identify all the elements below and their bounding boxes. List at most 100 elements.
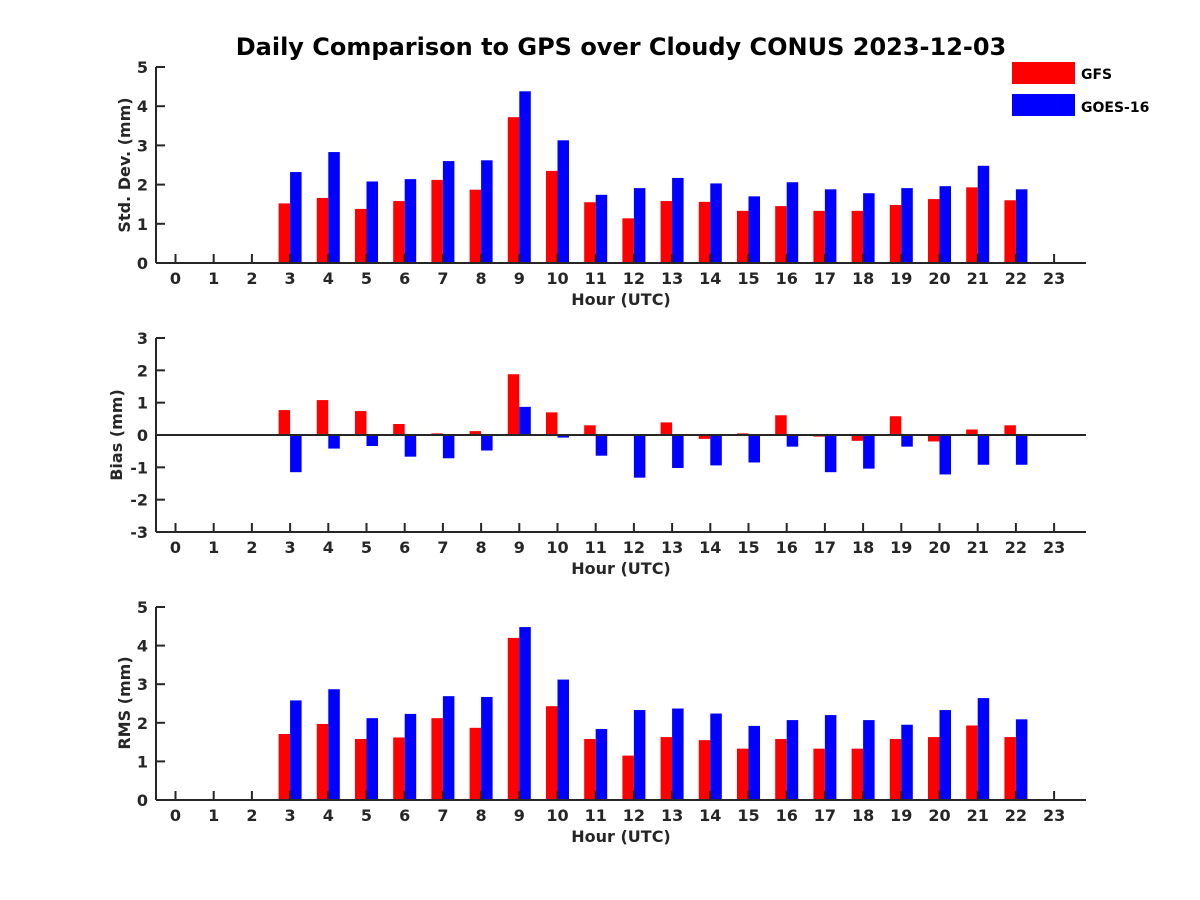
bar-bias-gfs-4 (316, 400, 329, 435)
bar-std-dev-goes16-21 (977, 165, 990, 263)
bar-std-dev-goes16-20 (939, 186, 951, 263)
bar-std-dev-goes16-6 (404, 179, 417, 263)
x-tick-label-std-dev: 4 (323, 269, 334, 288)
bar-bias-gfs-18 (851, 435, 864, 441)
bar-std-dev-gfs-15 (737, 210, 749, 263)
bar-bias-gfs-10 (546, 412, 558, 435)
x-tick-label-bias: 0 (170, 538, 181, 557)
x-axis-label-bias: Hour (UTC) (571, 559, 671, 578)
x-tick-label-rms: 10 (546, 806, 568, 825)
bar-rms-gfs-5 (355, 739, 367, 800)
x-tick-label-rms: 0 (170, 806, 181, 825)
bar-bias-gfs-16 (775, 415, 787, 435)
bar-bias-goes16-20 (939, 435, 951, 475)
bar-bias-goes16-8 (481, 435, 493, 451)
x-tick-label-std-dev: 12 (623, 269, 645, 288)
x-tick-label-bias: 16 (776, 538, 798, 557)
x-tick-label-rms: 20 (928, 806, 950, 825)
bar-std-dev-gfs-19 (889, 204, 902, 263)
bar-std-dev-goes16-3 (290, 172, 302, 263)
x-tick-label-bias: 6 (399, 538, 410, 557)
x-tick-label-std-dev: 2 (246, 269, 257, 288)
x-tick-label-rms: 11 (585, 806, 607, 825)
bar-rms-gfs-15 (737, 748, 749, 800)
bar-std-dev-gfs-13 (660, 201, 673, 263)
bar-std-dev-goes16-7 (442, 161, 455, 263)
x-tick-label-rms: 5 (361, 806, 372, 825)
bar-rms-goes16-9 (519, 627, 531, 800)
x-tick-label-std-dev: 14 (699, 269, 721, 288)
bar-rms-goes16-5 (366, 718, 378, 800)
y-tick-label-std-dev: 2 (137, 176, 148, 195)
bar-bias-goes16-15 (748, 435, 760, 463)
x-tick-label-bias: 5 (361, 538, 372, 557)
y-tick-label-bias: -1 (130, 458, 148, 477)
bar-bias-goes16-21 (977, 435, 990, 465)
x-tick-label-bias: 15 (737, 538, 759, 557)
x-tick-label-rms: 8 (476, 806, 487, 825)
y-axis-label-bias: Bias (mm) (107, 389, 126, 481)
x-tick-label-bias: 12 (623, 538, 645, 557)
bar-std-dev-gfs-20 (928, 199, 940, 263)
x-tick-label-rms: 19 (890, 806, 912, 825)
bar-rms-gfs-7 (431, 718, 443, 800)
y-tick-label-rms: 0 (137, 791, 148, 810)
legend-label-gfs: GFS (1081, 67, 1112, 83)
legend-swatch-gfs (1012, 62, 1075, 84)
bar-rms-gfs-20 (928, 737, 940, 800)
bar-bias-goes16-6 (404, 435, 417, 457)
bar-std-dev-goes16-19 (901, 188, 913, 263)
y-tick-label-std-dev: 0 (137, 254, 148, 273)
bar-bias-goes16-11 (595, 435, 608, 456)
x-tick-label-bias: 22 (1005, 538, 1027, 557)
x-tick-label-rms: 4 (323, 806, 334, 825)
x-tick-label-std-dev: 6 (399, 269, 410, 288)
x-tick-label-rms: 17 (814, 806, 836, 825)
bar-rms-gfs-12 (622, 755, 634, 800)
bar-rms-goes16-12 (633, 710, 646, 800)
bar-std-dev-gfs-22 (1004, 200, 1016, 263)
x-tick-label-bias: 13 (661, 538, 683, 557)
bar-bias-gfs-21 (966, 429, 978, 435)
bar-rms-goes16-3 (290, 700, 302, 800)
x-tick-label-bias: 21 (967, 538, 989, 557)
y-tick-label-bias: 0 (137, 426, 148, 445)
bar-bias-gfs-6 (393, 424, 405, 435)
bar-rms-goes16-6 (404, 713, 417, 800)
bar-bias-gfs-11 (584, 425, 596, 435)
x-tick-label-rms: 2 (246, 806, 257, 825)
x-tick-label-std-dev: 17 (814, 269, 836, 288)
x-tick-label-std-dev: 19 (890, 269, 912, 288)
x-tick-label-rms: 9 (514, 806, 525, 825)
y-axis-label-std-dev: Std. Dev. (mm) (115, 97, 134, 232)
y-tick-label-rms: 1 (137, 752, 148, 771)
bar-std-dev-gfs-4 (316, 197, 329, 263)
x-tick-label-rms: 3 (285, 806, 296, 825)
bar-rms-gfs-14 (698, 740, 711, 800)
legend-label-goes16: GOES-16 (1081, 100, 1149, 116)
bar-rms-gfs-8 (469, 727, 482, 800)
bar-bias-goes16-19 (901, 435, 913, 447)
y-tick-label-rms: 3 (137, 675, 148, 694)
bar-std-dev-goes16-15 (748, 196, 760, 263)
bar-std-dev-goes16-13 (672, 177, 684, 263)
bar-std-dev-gfs-8 (469, 189, 482, 263)
bar-rms-goes16-4 (328, 689, 340, 800)
x-tick-label-bias: 17 (814, 538, 836, 557)
bar-bias-goes16-12 (633, 435, 646, 478)
bar-bias-gfs-5 (355, 411, 367, 435)
bar-std-dev-goes16-11 (595, 194, 608, 263)
bar-rms-gfs-19 (889, 739, 902, 800)
bar-rms-goes16-17 (824, 715, 837, 800)
chart-title: Daily Comparison to GPS over Cloudy CONU… (236, 33, 1007, 61)
bar-rms-gfs-18 (851, 748, 864, 800)
bar-bias-goes16-17 (824, 435, 837, 473)
bar-std-dev-gfs-6 (393, 201, 405, 263)
x-tick-label-bias: 20 (928, 538, 950, 557)
bar-rms-goes16-16 (786, 720, 799, 800)
x-tick-label-rms: 14 (699, 806, 721, 825)
bar-std-dev-gfs-10 (546, 170, 558, 263)
bar-rms-gfs-9 (507, 637, 520, 800)
bar-rms-goes16-13 (672, 708, 684, 800)
